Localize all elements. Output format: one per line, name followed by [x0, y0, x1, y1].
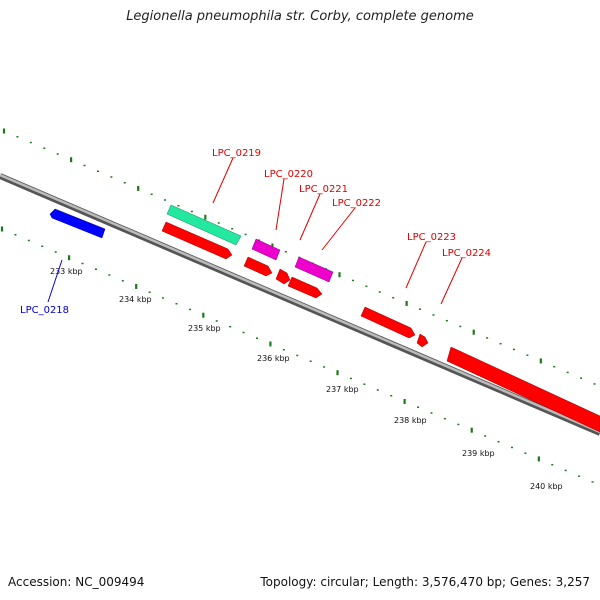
gene-label-LPC_0220[interactable]: LPC_0220 — [264, 169, 313, 180]
gene-labels: LPC_0218 LPC_0219 LPC_0220 LPC_0221 LPC_… — [20, 148, 491, 316]
gene-label-LPC_0223[interactable]: LPC_0223 — [407, 232, 456, 243]
gene-LPC_0221[interactable] — [275, 268, 291, 285]
leader-LPC_0218 — [47, 259, 63, 303]
genome-summary-text: Topology: circular; Length: 3,576,470 bp… — [260, 575, 590, 589]
scale-label-233: 233 kbp — [50, 267, 83, 276]
gene-magenta-LPC_0220[interactable] — [251, 238, 281, 261]
gene-label-LPC_0222[interactable]: LPC_0222 — [332, 198, 381, 209]
scale-labels: 233 kbp 234 kbp 235 kbp 236 kbp 237 kbp … — [50, 267, 563, 491]
scale-label-234: 234 kbp — [119, 295, 152, 304]
genome-backbone-highlight — [0, 173, 600, 434]
gene-features — [49, 204, 600, 433]
label-leaders — [47, 157, 463, 305]
gene-small-feature[interactable] — [416, 333, 429, 348]
gene-label-LPC_0224[interactable]: LPC_0224 — [442, 248, 491, 259]
gene-label-LPC_0221[interactable]: LPC_0221 — [299, 184, 348, 195]
gene-label-LPC_0218[interactable]: LPC_0218 — [20, 305, 69, 316]
scale-ticks-bottom — [0, 226, 594, 483]
leader-LPC_0220 — [275, 178, 285, 231]
leader-LPC_0223 — [405, 241, 427, 289]
leader-LPC_0222 — [321, 207, 356, 251]
gene-LPC_0218[interactable] — [49, 208, 106, 239]
leader-LPC_0219 — [212, 157, 234, 204]
leader-LPC_0224 — [440, 257, 463, 305]
leader-LPC_0221 — [299, 193, 321, 241]
accession-text: Accession: NC_009494 — [8, 575, 145, 589]
gene-LPC_0219[interactable] — [161, 221, 233, 260]
scale-label-238: 238 kbp — [394, 416, 427, 425]
gene-teal-feature[interactable] — [166, 204, 242, 246]
scale-label-235: 235 kbp — [188, 324, 221, 333]
gene-LPC_0224[interactable] — [446, 346, 600, 433]
scale-ticks-top — [2, 128, 596, 385]
scale-label-239: 239 kbp — [462, 449, 495, 458]
gene-magenta-LPC_0222[interactable] — [294, 256, 334, 283]
scale-label-236: 236 kbp — [257, 354, 290, 363]
scale-label-237: 237 kbp — [326, 385, 359, 394]
gene-LPC_0220[interactable] — [243, 256, 273, 277]
scale-label-240: 240 kbp — [530, 482, 563, 491]
genome-title: Legionella pneumophila str. Corby, compl… — [126, 9, 474, 24]
gene-label-LPC_0219[interactable]: LPC_0219 — [212, 148, 261, 159]
gene-LPC_0223[interactable] — [360, 306, 416, 339]
gene-LPC_0222[interactable] — [287, 276, 323, 299]
